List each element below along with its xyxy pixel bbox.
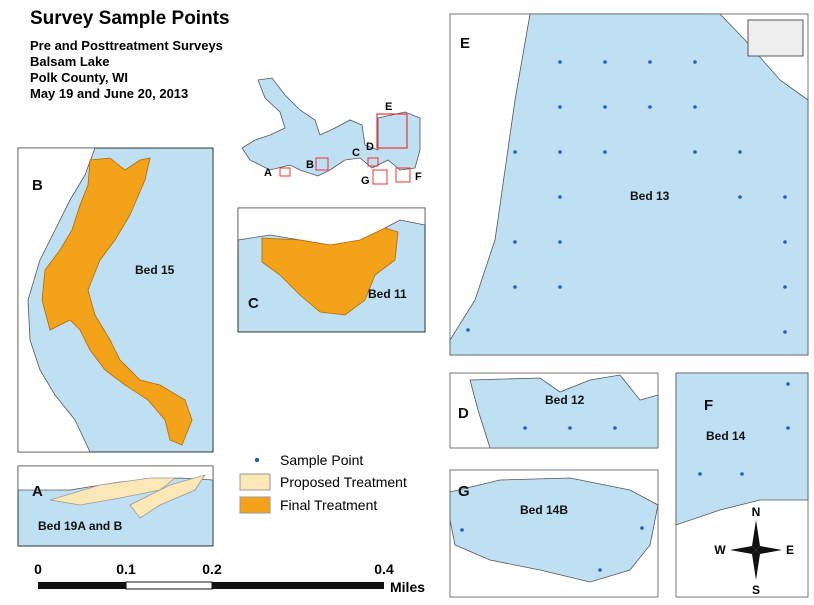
sample-point [693, 60, 697, 64]
compass: N S E W [714, 505, 794, 597]
sample-point [786, 382, 790, 386]
sample-point [783, 285, 787, 289]
sample-point [558, 150, 562, 154]
scale-label: 0 [34, 561, 42, 577]
overview-label: E [385, 101, 392, 113]
compass-n: N [752, 505, 761, 519]
bed-label: Bed 14B [520, 503, 568, 517]
panel-b: B Bed 15 [17, 147, 214, 453]
sample-point [460, 528, 464, 532]
panel-letter: E [460, 35, 470, 52]
sample-point [568, 426, 572, 430]
sample-point [598, 568, 602, 572]
bed-label: Bed 12 [545, 393, 585, 407]
sample-point [558, 105, 562, 109]
sample-point [613, 426, 617, 430]
overview-label: G [361, 175, 370, 187]
panel-e: E Bed 13 [449, 13, 809, 356]
panel-f: F Bed 14 N S E W [675, 372, 809, 598]
sample-point [513, 150, 517, 154]
subtitle: Balsam Lake [30, 54, 110, 69]
sample-point [786, 426, 790, 430]
panel-g: G Bed 14B [449, 469, 659, 598]
sample-point [513, 285, 517, 289]
scale-label: 0.4 [374, 561, 394, 577]
sample-point [738, 150, 742, 154]
panel-a: A Bed 19A and B [17, 465, 214, 547]
scale-label: 0.2 [202, 561, 222, 577]
sample-point [558, 285, 562, 289]
sample-point [648, 105, 652, 109]
legend-label: Sample Point [280, 452, 363, 468]
panel-c: C Bed 11 [237, 207, 426, 333]
legend-label: Final Treatment [280, 497, 377, 513]
panel-letter: D [458, 405, 469, 422]
sample-point [693, 105, 697, 109]
bed-label: Bed 14 [706, 429, 746, 443]
sample-point [648, 60, 652, 64]
legend-label: Proposed Treatment [280, 474, 407, 490]
subtitle: May 19 and June 20, 2013 [30, 86, 188, 101]
scale-bar: 0 0.1 0.2 0.4 Miles [34, 561, 425, 595]
sample-point [783, 195, 787, 199]
panel-letter: C [248, 295, 259, 312]
bed-label: Bed 11 [368, 287, 407, 301]
sample-point [558, 60, 562, 64]
sample-point [698, 472, 702, 476]
overview-label: D [366, 141, 374, 153]
sample-point [603, 105, 607, 109]
sample-point [558, 195, 562, 199]
compass-w: W [714, 543, 726, 557]
sample-point [783, 240, 787, 244]
sample-point [558, 240, 562, 244]
panel-letter: G [458, 483, 470, 500]
sample-point [640, 526, 644, 530]
sample-point [523, 426, 527, 430]
bed-label: Bed 19A and B [38, 519, 123, 533]
compass-e: E [786, 543, 794, 557]
sample-point [603, 60, 607, 64]
subtitle: Pre and Posttreatment Surveys [30, 38, 223, 53]
legend: Sample Point Proposed Treatment Final Tr… [239, 452, 407, 514]
overview-map: A B C D E F G [241, 77, 422, 187]
title: Survey Sample Points [30, 8, 230, 29]
overview-label: A [264, 167, 272, 179]
bed-label: Bed 13 [630, 189, 670, 203]
sample-point [740, 472, 744, 476]
sample-point [738, 195, 742, 199]
sample-point [254, 457, 260, 463]
compass-s: S [752, 583, 760, 597]
sample-point [466, 328, 470, 332]
panel-letter: A [32, 483, 43, 500]
sample-point [693, 150, 697, 154]
subtitle: Polk County, WI [30, 70, 128, 85]
sample-point [783, 330, 787, 334]
overview-label: C [352, 147, 360, 159]
sample-point [603, 150, 607, 154]
sample-point [513, 240, 517, 244]
panel-letter: B [32, 177, 43, 194]
overview-label: B [306, 159, 314, 171]
bed-label: Bed 15 [135, 263, 175, 277]
panel-letter: F [704, 397, 713, 414]
panel-d: D Bed 12 [449, 372, 659, 449]
overview-label: F [415, 171, 422, 183]
scale-unit: Miles [390, 579, 425, 595]
scale-label: 0.1 [116, 561, 136, 577]
